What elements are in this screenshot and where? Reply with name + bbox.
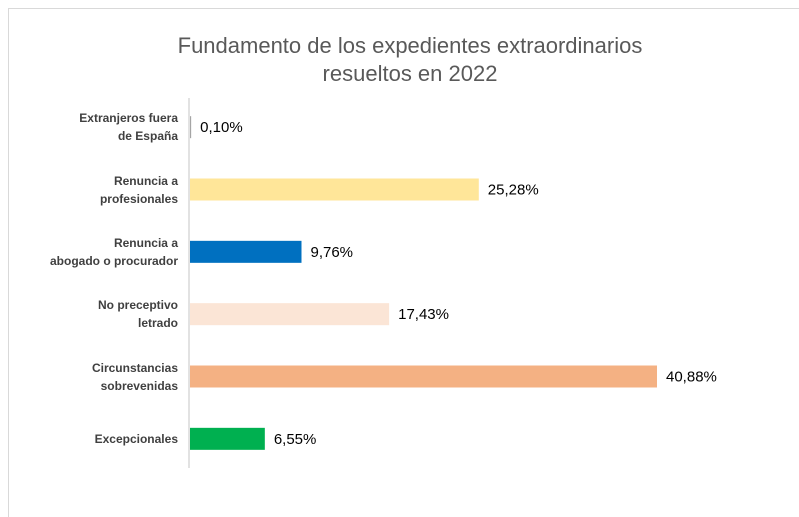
bar xyxy=(190,178,479,201)
category-label: Extranjeros fuera de España xyxy=(79,111,178,144)
category-label: No preceptivo letrado xyxy=(97,298,178,331)
bar xyxy=(190,427,265,450)
data-label: 17,43% xyxy=(398,306,449,323)
category-label: Renuncia a abogado o procurador xyxy=(49,235,178,268)
data-label: 6,55% xyxy=(274,431,317,448)
chart-frame xyxy=(8,8,799,517)
data-label: 9,76% xyxy=(310,244,353,261)
bar xyxy=(190,240,302,263)
bar xyxy=(190,303,390,326)
chart-title: Fundamento de los expedientes extraordin… xyxy=(177,33,643,86)
category-label: Renuncia a profesionales xyxy=(99,173,178,206)
data-label: 25,28% xyxy=(488,181,539,198)
category-label: Circunstancias sobrevenidas xyxy=(91,360,178,393)
bar xyxy=(190,116,192,139)
category-label: Excepcionales xyxy=(94,431,178,446)
data-label: 40,88% xyxy=(666,368,717,385)
data-label: 0,10% xyxy=(200,119,243,136)
bar xyxy=(190,365,657,388)
